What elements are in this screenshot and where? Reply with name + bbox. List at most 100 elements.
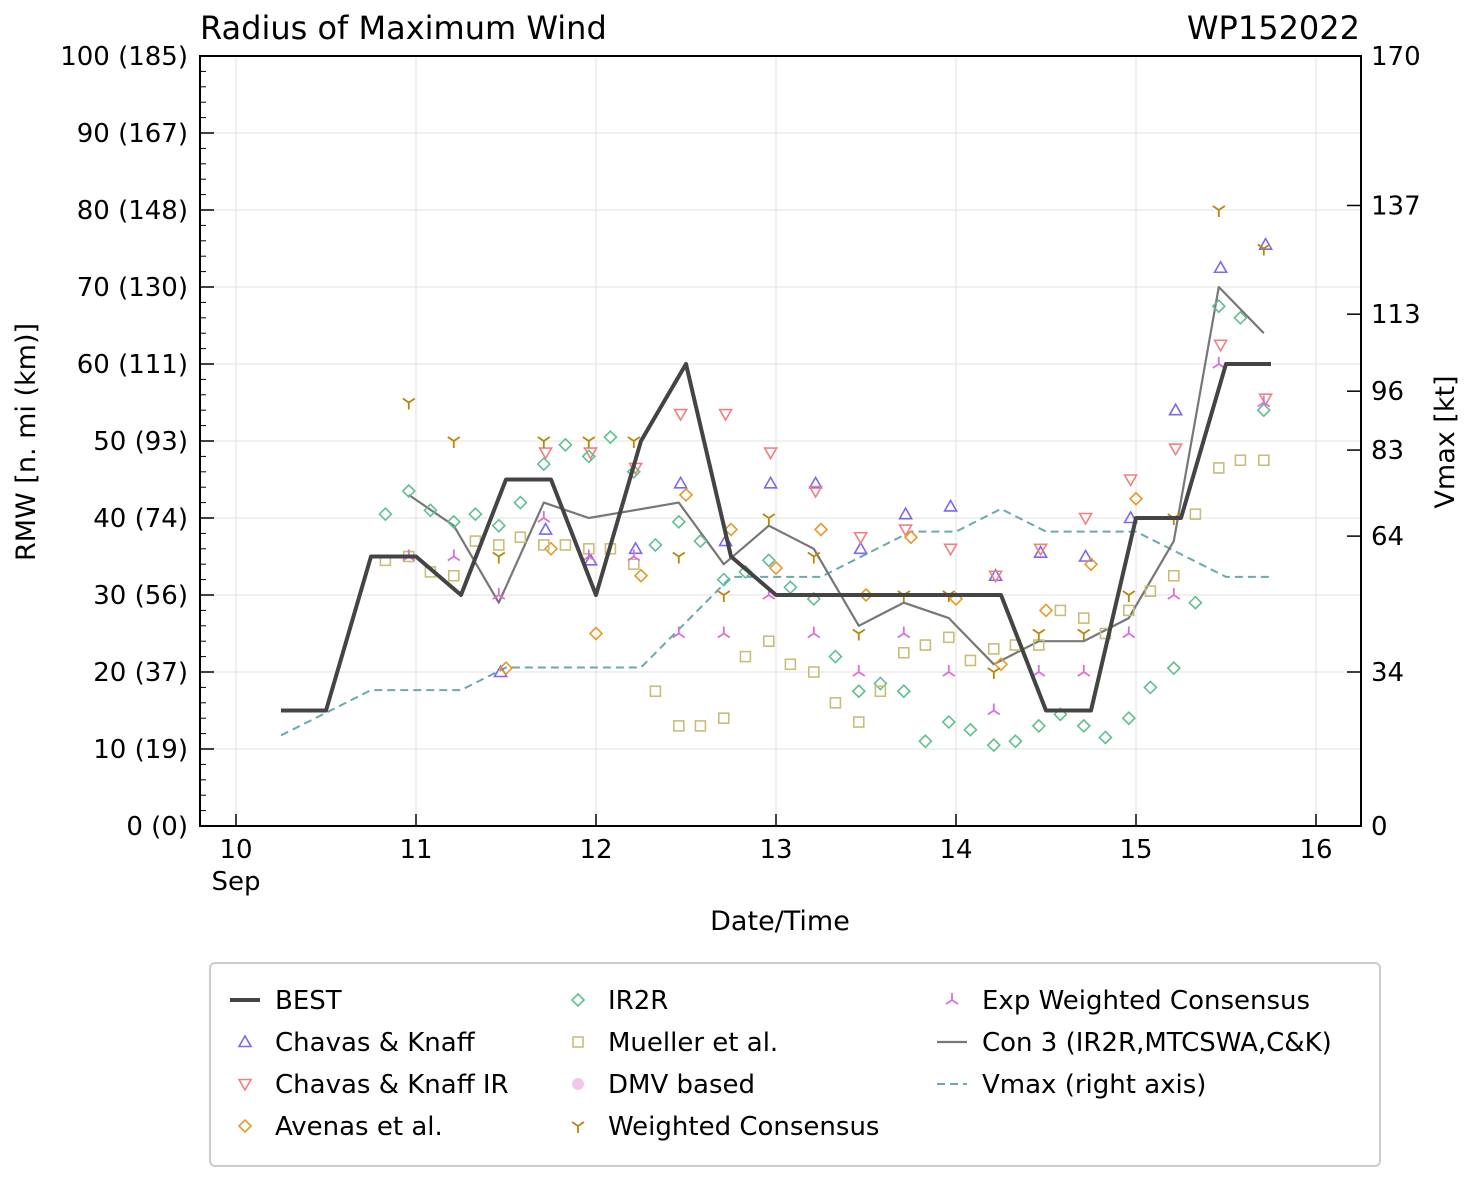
data-point xyxy=(941,714,956,730)
x-tick-label: 14 xyxy=(939,835,972,865)
data-point xyxy=(1054,604,1067,617)
y2-tick-label: 137 xyxy=(1371,191,1421,221)
data-point xyxy=(1258,393,1273,407)
data-point xyxy=(1257,243,1271,256)
data-point xyxy=(447,569,460,582)
data-point xyxy=(538,521,553,535)
legend-item-chavas-knaff-ir: Chavas & Knaff IR xyxy=(237,1070,509,1100)
data-point xyxy=(402,397,416,410)
data-point xyxy=(807,666,820,678)
data-point xyxy=(498,661,514,676)
legend-swatch xyxy=(945,993,959,1005)
data-point xyxy=(784,658,797,671)
data-point xyxy=(401,483,416,499)
data-point xyxy=(942,665,956,677)
legend-swatch xyxy=(237,1078,253,1092)
legend-label: Weighted Consensus xyxy=(608,1112,879,1142)
legend-swatch xyxy=(572,1036,584,1048)
series-chavas-knaff-ir xyxy=(538,339,1273,584)
data-point xyxy=(1212,357,1226,369)
data-point xyxy=(626,464,641,479)
data-point xyxy=(447,436,461,448)
data-point xyxy=(829,696,842,709)
data-point xyxy=(671,514,686,529)
data-point xyxy=(942,631,955,644)
grid xyxy=(200,55,1361,827)
data-point xyxy=(813,522,829,537)
legend-item-exp-weighted-consensus: Exp Weighted Consensus xyxy=(945,986,1310,1016)
data-point xyxy=(492,551,506,564)
y-tick-label: 70 (130) xyxy=(77,273,188,303)
data-point xyxy=(763,475,778,489)
data-point xyxy=(874,685,887,698)
data-point xyxy=(1032,628,1046,641)
data-point xyxy=(1033,545,1048,558)
legend-label: IR2R xyxy=(608,986,668,1016)
data-point xyxy=(1123,474,1138,488)
series-line-vmax-right-axis xyxy=(280,507,1271,737)
data-point xyxy=(1189,508,1202,520)
y2-axis-label: Vmax [kt] xyxy=(1430,375,1461,508)
chart-title: Radius of Maximum Wind xyxy=(200,9,607,47)
data-point xyxy=(558,437,573,452)
legend-item-weighted-consensus: Weighted Consensus xyxy=(571,1112,879,1142)
data-point xyxy=(828,649,843,664)
series-ir2r xyxy=(378,299,1271,753)
data-point xyxy=(627,549,641,562)
legend-box xyxy=(209,962,1381,1167)
x-tick-sublabel: Sep xyxy=(211,867,260,897)
data-point xyxy=(672,626,686,639)
data-point xyxy=(649,685,662,698)
data-point xyxy=(492,588,506,600)
data-point xyxy=(673,475,688,489)
data-point xyxy=(717,712,730,725)
data-point xyxy=(1212,205,1226,217)
data-point xyxy=(447,549,461,562)
data-point xyxy=(1123,604,1135,617)
data-point xyxy=(581,449,596,464)
y-tick-label: 50 (93) xyxy=(93,427,188,457)
data-point xyxy=(1213,462,1225,474)
legend-swatch xyxy=(571,1121,585,1133)
data-point xyxy=(762,635,775,648)
data-point xyxy=(873,676,888,691)
data-point xyxy=(537,539,550,551)
data-point xyxy=(1033,543,1048,557)
y2-tick-label: 170 xyxy=(1371,42,1421,72)
legend-label: BEST xyxy=(275,986,342,1016)
data-point xyxy=(1168,402,1183,416)
y2-tick-label: 113 xyxy=(1371,300,1421,330)
data-point xyxy=(588,626,604,641)
legend-swatch xyxy=(237,1118,253,1134)
data-point xyxy=(1168,443,1183,457)
data-point xyxy=(536,456,551,472)
data-point xyxy=(896,684,911,699)
series-con-3-ir2r-mtcswa-c-k xyxy=(408,285,1265,666)
data-point xyxy=(1256,403,1271,418)
data-point xyxy=(852,628,866,641)
data-point xyxy=(559,539,572,551)
data-point xyxy=(763,447,778,461)
legend-label: Mueller et al. xyxy=(608,1028,778,1058)
data-point xyxy=(538,447,553,461)
x-tick-label: 11 xyxy=(399,835,432,865)
data-point xyxy=(672,551,686,564)
legend-label: Avenas et al. xyxy=(275,1112,443,1142)
data-point xyxy=(1143,680,1158,695)
series-vmax-right-axis xyxy=(280,507,1271,737)
data-point xyxy=(633,568,649,583)
data-point xyxy=(903,530,919,545)
x-tick-label: 15 xyxy=(1119,835,1152,865)
data-point xyxy=(986,738,1001,753)
y-tick-label: 100 (185) xyxy=(60,42,188,72)
y-tick-label: 20 (37) xyxy=(93,658,188,688)
y-tick-label: 80 (148) xyxy=(77,196,188,226)
data-point xyxy=(897,626,911,639)
data-point xyxy=(1211,299,1226,314)
data-point xyxy=(993,657,1009,672)
data-point xyxy=(723,522,739,537)
legend-swatch xyxy=(572,1078,584,1090)
data-point xyxy=(1188,595,1203,610)
data-point xyxy=(717,626,731,639)
series-best xyxy=(281,362,1271,713)
